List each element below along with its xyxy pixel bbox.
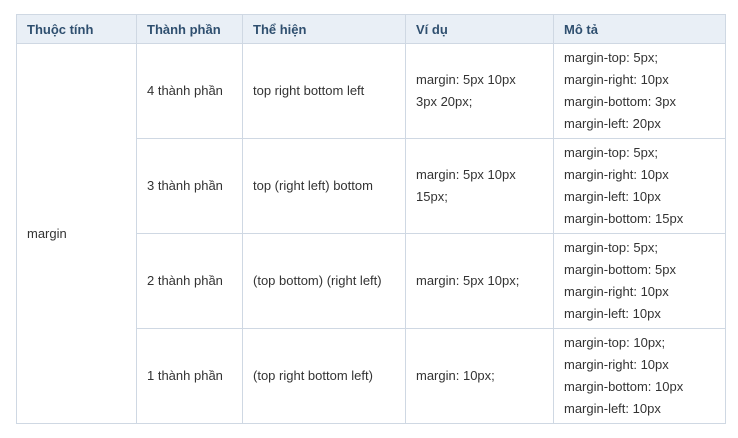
table-row: 2 thành phần (top bottom) (right left) m… — [17, 233, 726, 329]
table-header: Thuộc tính Thành phần Thể hiện Ví dụ Mô … — [16, 14, 726, 44]
description-line: margin-top: 5px; — [564, 240, 658, 255]
component-count-cell[interactable]: 4 thành phần — [136, 43, 243, 139]
description-line: margin-bottom: 3px — [564, 94, 676, 109]
description-line: margin-left: 10px — [564, 401, 661, 416]
syntax-cell: top right bottom left — [242, 43, 406, 139]
example-line: 3px 20px; — [416, 94, 473, 109]
property-cell[interactable]: margin — [16, 43, 137, 424]
description-line: margin-top: 5px; — [564, 50, 658, 65]
description-line: margin-top: 5px; — [564, 145, 658, 160]
description-line: margin-left: 10px — [564, 189, 661, 204]
example-line: margin: 5px 10px — [416, 167, 516, 182]
description-line: margin-bottom: 10px — [564, 379, 684, 394]
table-body: margin 4 thành phần top right bottom lef… — [16, 43, 726, 424]
syntax-cell: (top bottom) (right left) — [242, 233, 406, 329]
example-cell: margin: 5px 10px 3px 20px; — [405, 43, 554, 139]
syntax-cell: top (right left) bottom — [242, 138, 406, 234]
header-row: Thuộc tính Thành phần Thể hiện Ví dụ Mô … — [16, 14, 726, 44]
header-syntax: Thể hiện — [242, 14, 406, 44]
description-cell: margin-top: 5px; margin-right: 10px marg… — [553, 138, 726, 234]
description-cell: margin-top: 5px; margin-bottom: 5px marg… — [553, 233, 726, 329]
header-example: Ví dụ — [405, 14, 554, 44]
description-line: margin-left: 10px — [564, 306, 661, 321]
example-cell: margin: 5px 10px; — [405, 233, 554, 329]
table-row: 1 thành phần (top right bottom left) mar… — [17, 328, 726, 424]
description-line: margin-right: 10px — [564, 72, 669, 87]
component-count-cell[interactable]: 2 thành phần — [136, 233, 243, 329]
description-cell: margin-top: 5px; margin-right: 10px marg… — [553, 43, 726, 139]
margin-shorthand-table: Thuộc tính Thành phần Thể hiện Ví dụ Mô … — [16, 14, 726, 424]
description-line: margin-top: 10px; — [564, 335, 666, 350]
table-row: 3 thành phần top (right left) bottom mar… — [17, 138, 726, 234]
header-description: Mô tả — [553, 14, 726, 44]
example-line: 15px; — [416, 189, 448, 204]
header-property: Thuộc tính — [16, 14, 137, 44]
description-line: margin-right: 10px — [564, 357, 669, 372]
header-components: Thành phần — [136, 14, 243, 44]
component-count-cell[interactable]: 3 thành phần — [136, 138, 243, 234]
description-cell: margin-top: 10px; margin-right: 10px mar… — [553, 328, 726, 424]
example-cell: margin: 5px 10px 15px; — [405, 138, 554, 234]
table-row: margin 4 thành phần top right bottom lef… — [16, 43, 726, 424]
example-line: margin: 10px; — [416, 368, 495, 383]
description-line: margin-bottom: 5px — [564, 262, 676, 277]
example-line: margin: 5px 10px; — [416, 273, 520, 288]
description-line: margin-left: 20px — [564, 116, 661, 131]
description-line: margin-bottom: 15px — [564, 211, 684, 226]
description-line: margin-right: 10px — [564, 167, 669, 182]
syntax-cell: (top right bottom left) — [242, 328, 406, 424]
component-count-cell[interactable]: 1 thành phần — [136, 328, 243, 424]
description-line: margin-right: 10px — [564, 284, 669, 299]
example-line: margin: 5px 10px — [416, 72, 516, 87]
example-cell: margin: 10px; — [405, 328, 554, 424]
